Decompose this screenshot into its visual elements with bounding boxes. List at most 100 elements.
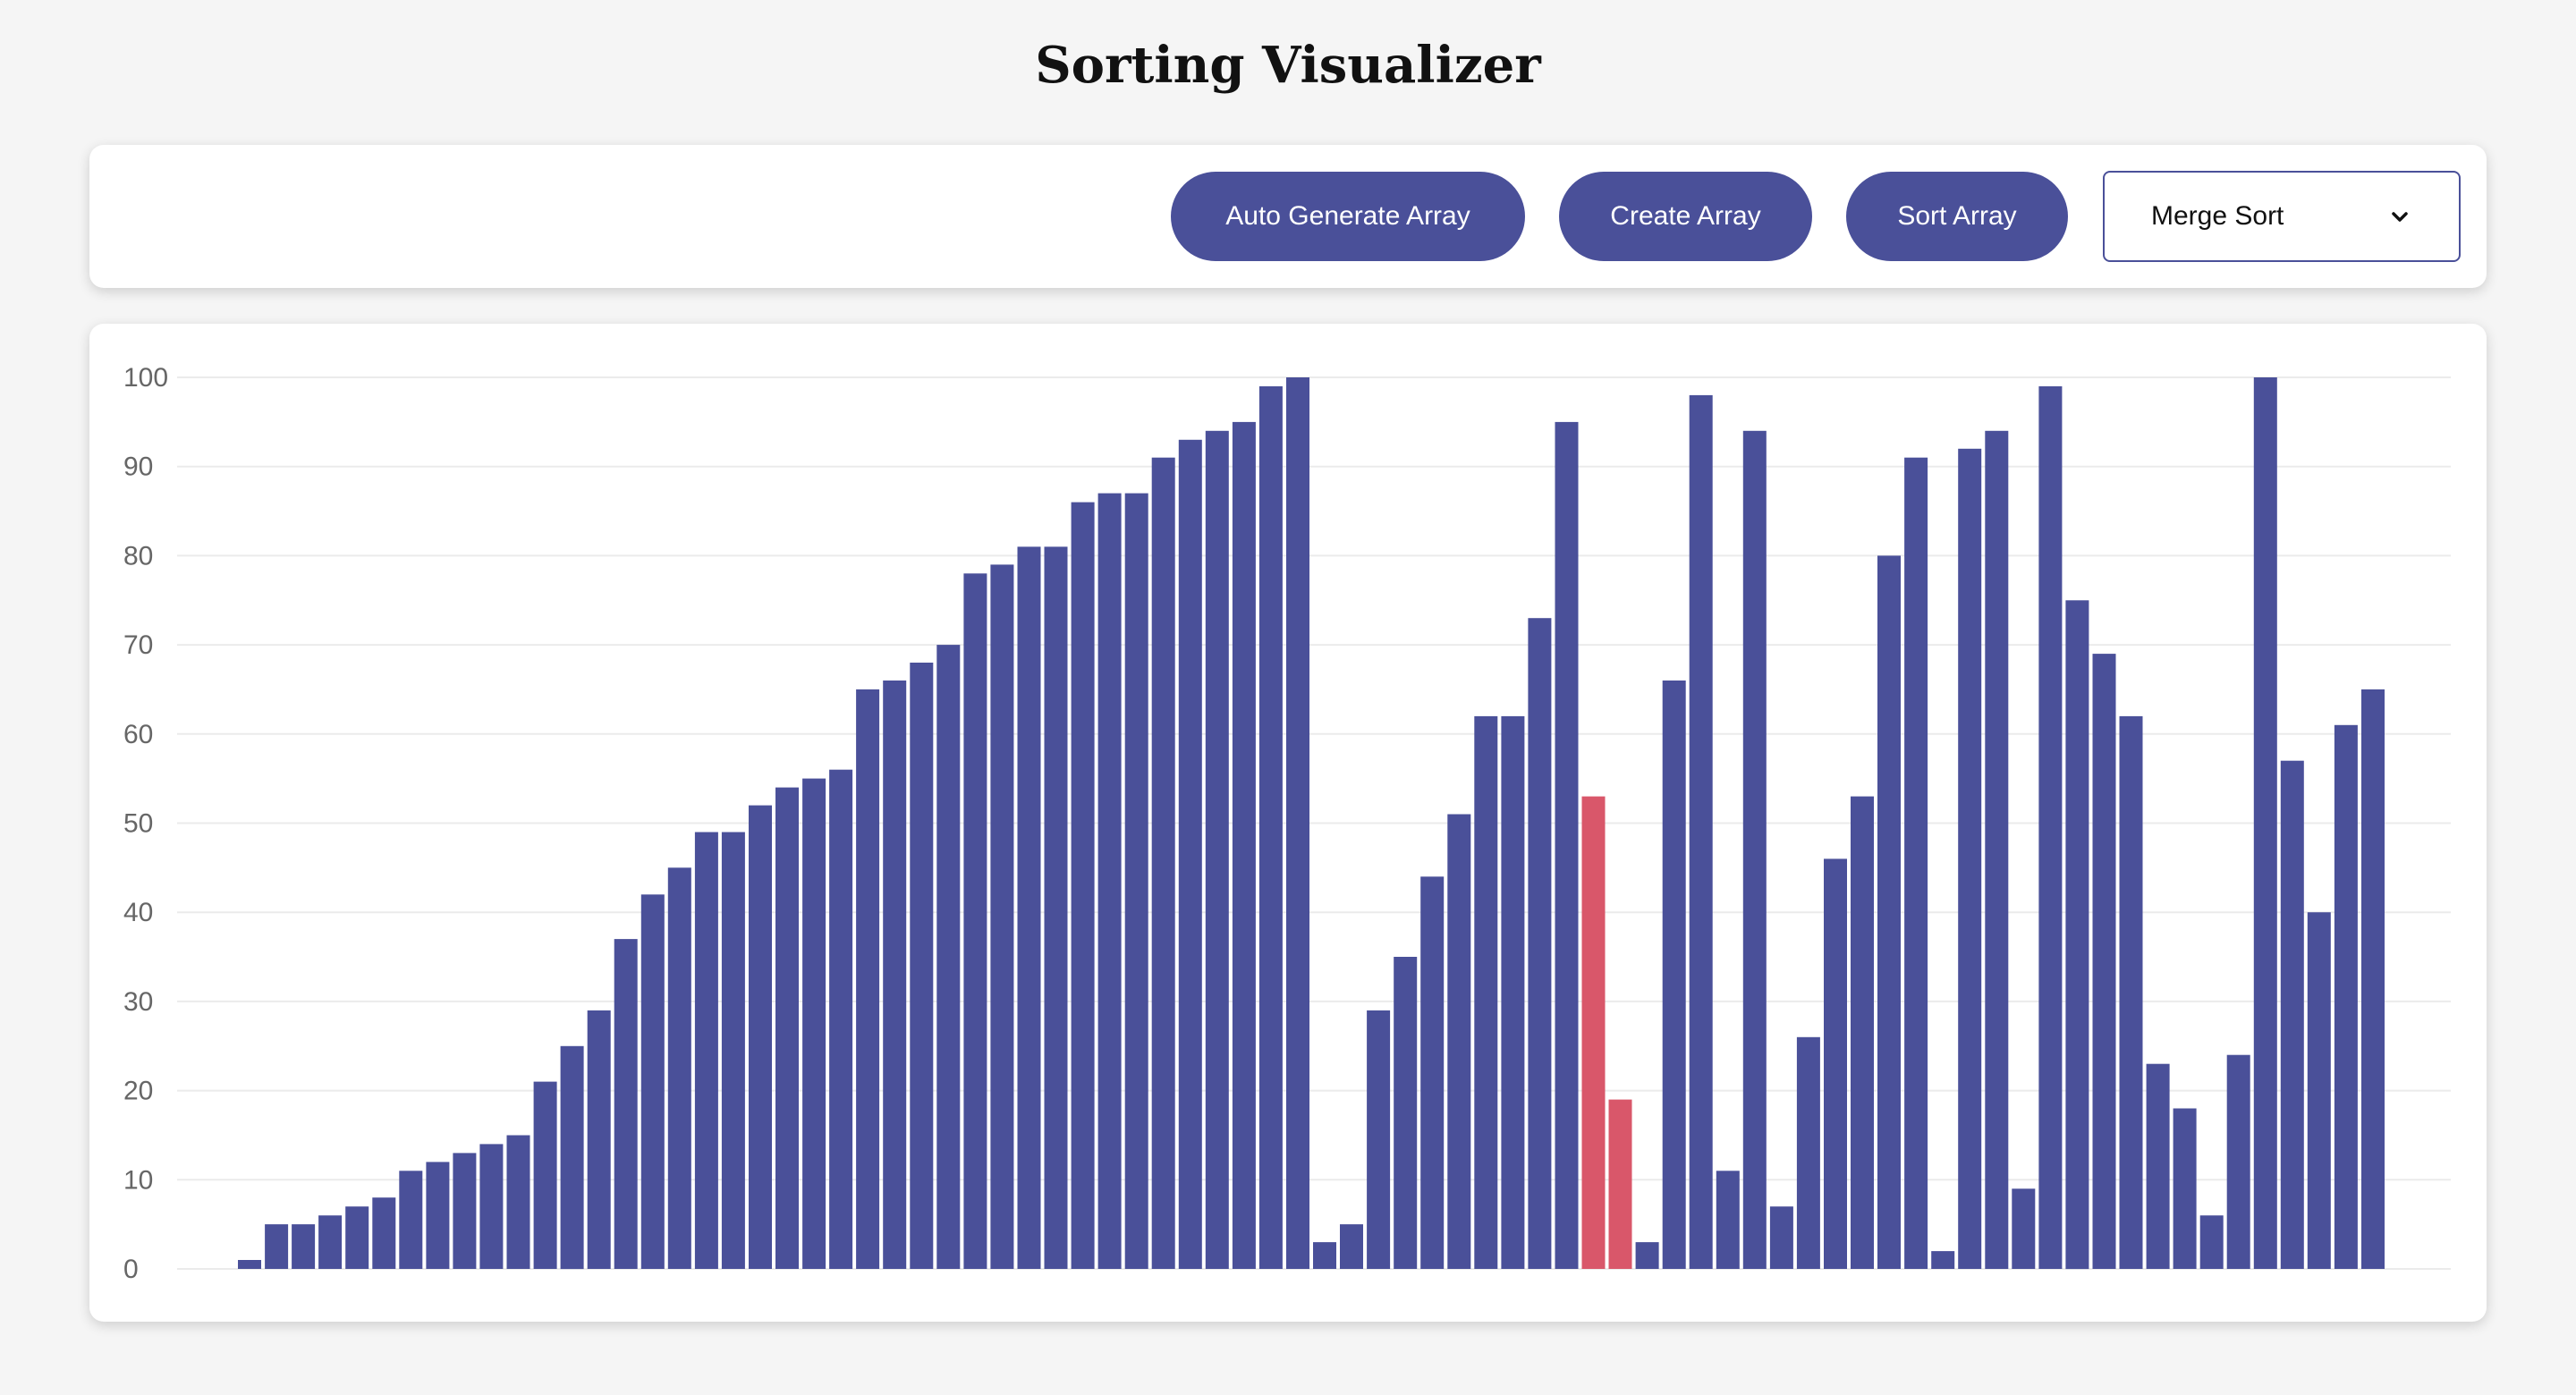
bar: [2173, 1108, 2197, 1269]
bar: [775, 787, 799, 1269]
bar-highlighted: [1608, 1099, 1632, 1269]
bar: [2199, 1215, 2224, 1269]
bar: [1555, 421, 1579, 1269]
sort-array-button[interactable]: Sort Array: [1846, 172, 2068, 261]
bar: [318, 1215, 343, 1269]
bar: [1985, 430, 2009, 1269]
bar: [936, 645, 961, 1269]
bar-highlighted: [1581, 796, 1606, 1269]
bar: [292, 1224, 316, 1269]
y-tick-label: 40: [123, 898, 153, 927]
y-tick-label: 30: [123, 987, 153, 1017]
bar: [856, 689, 880, 1269]
bar: [749, 805, 772, 1269]
chevron-down-icon: [2392, 212, 2408, 222]
toolbar: Auto Generate Array Create Array Sort Ar…: [89, 145, 2487, 288]
bar: [1178, 439, 1202, 1269]
bar: [1635, 1242, 1659, 1269]
chart-card: 0 10 20 30 40 50 60 70 80 90 100: [89, 324, 2487, 1322]
bar: [587, 1010, 611, 1269]
bar: [2253, 377, 2277, 1269]
bar: [2226, 1054, 2250, 1269]
bar: [1258, 386, 1283, 1269]
bar: [1151, 457, 1175, 1269]
y-tick-label: 70: [123, 630, 153, 660]
bar: [1340, 1224, 1363, 1269]
bar: [399, 1171, 423, 1269]
bar: [372, 1197, 396, 1269]
bar: [1447, 814, 1471, 1269]
bar: [1851, 796, 1874, 1269]
bar: [1689, 394, 1713, 1269]
y-tick-label: 0: [123, 1255, 139, 1284]
y-tick-label: 80: [123, 541, 153, 571]
bar: [1071, 502, 1095, 1269]
bar: [1958, 448, 1982, 1269]
bar-chart: 0 10 20 30 40 50 60 70 80 90 100: [123, 363, 2451, 1284]
bar: [1742, 430, 1767, 1269]
bar: [1824, 858, 1847, 1269]
bar: [2280, 760, 2304, 1269]
bar: [1313, 1242, 1336, 1269]
algorithm-select-value: Merge Sort: [2151, 201, 2284, 231]
bar: [1716, 1171, 1740, 1269]
bar: [802, 778, 826, 1269]
bar: [963, 573, 987, 1269]
page-title: Sorting Visualizer: [1035, 36, 1541, 95]
y-tick-label: 50: [123, 809, 153, 839]
bar: [1501, 715, 1525, 1269]
bar: [1877, 555, 1901, 1269]
bar: [1769, 1206, 1793, 1269]
bar: [2146, 1063, 2170, 1269]
bar: [265, 1224, 289, 1269]
y-tick-label: 60: [123, 720, 153, 749]
bar: [883, 681, 907, 1269]
bar: [910, 663, 934, 1269]
bar: [506, 1135, 530, 1269]
y-tick-label: 10: [123, 1165, 153, 1195]
bar: [560, 1045, 584, 1270]
bar: [1232, 421, 1256, 1269]
bar: [694, 832, 718, 1269]
bar: [345, 1206, 369, 1269]
bar: [640, 894, 665, 1269]
bar: [2307, 912, 2331, 1269]
bar: [1367, 1010, 1391, 1269]
bar: [1286, 377, 1309, 1269]
y-tick-label: 90: [123, 452, 153, 482]
bar: [2012, 1188, 2036, 1269]
bar: [990, 564, 1014, 1269]
bar: [1394, 957, 1418, 1269]
bar: [1528, 618, 1552, 1269]
bar: [1662, 681, 1686, 1269]
bar: [1474, 715, 1498, 1269]
bar: [1017, 546, 1041, 1269]
bar: [667, 867, 691, 1269]
bar: [2038, 386, 2063, 1269]
bar: [2334, 724, 2358, 1269]
bar: [2119, 715, 2143, 1269]
bar: [238, 1260, 261, 1269]
bar: [1420, 876, 1445, 1269]
bar: [1097, 493, 1122, 1269]
bar: [1796, 1036, 1820, 1269]
y-tick-label: 100: [123, 363, 168, 393]
auto-generate-array-button[interactable]: Auto Generate Array: [1171, 172, 1525, 261]
bar: [614, 939, 638, 1269]
create-array-button[interactable]: Create Array: [1559, 172, 1812, 261]
bar: [829, 769, 853, 1269]
bar: [533, 1081, 557, 1269]
bar: [2092, 654, 2116, 1269]
y-tick-label: 20: [123, 1077, 153, 1106]
bar: [1124, 493, 1148, 1269]
bar: [1205, 430, 1229, 1269]
bar: [1904, 457, 1928, 1269]
bar: [453, 1153, 477, 1269]
algorithm-select[interactable]: Merge Sort: [2103, 171, 2461, 262]
bar: [479, 1144, 504, 1269]
bar: [2065, 600, 2089, 1270]
bar: [426, 1162, 450, 1269]
bar: [1931, 1251, 1955, 1269]
bar: [1044, 546, 1068, 1269]
bar: [721, 832, 745, 1269]
